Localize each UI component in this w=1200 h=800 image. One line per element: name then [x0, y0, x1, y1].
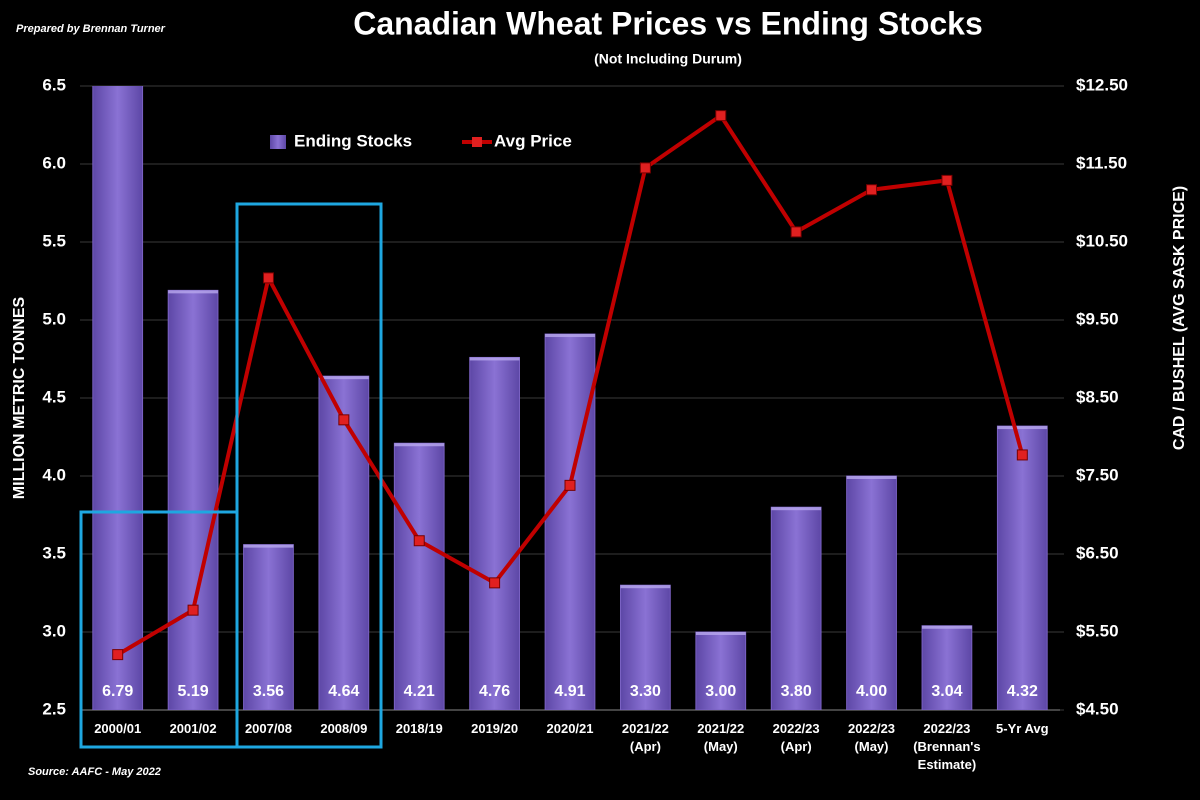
- data-label: 4.64: [328, 683, 359, 700]
- y2-tick-label: $6.50: [1076, 543, 1119, 562]
- bar: [620, 584, 671, 710]
- bar-top: [771, 507, 822, 511]
- chart-subtitle: (Not Including Durum): [594, 51, 742, 67]
- x-tick-label: 2021/22 (Apr): [622, 721, 669, 754]
- bar: [996, 425, 1048, 710]
- x-tick-label: 2000/01: [94, 721, 141, 736]
- x-tick-label: 2007/08: [245, 721, 292, 736]
- price-marker: [338, 414, 350, 426]
- legend-label: Avg Price: [494, 131, 572, 150]
- x-tick-label: 2020/21: [547, 721, 594, 736]
- y-tick-label: 5.0: [42, 309, 66, 328]
- data-label: 5.19: [178, 683, 209, 700]
- legend-swatch: [472, 137, 482, 147]
- bar-top: [469, 357, 520, 361]
- y2-tick-label: $5.50: [1076, 621, 1119, 640]
- legend-swatch: [270, 135, 286, 149]
- x-tick-label: 2018/19: [396, 721, 443, 736]
- price-marker: [941, 174, 953, 186]
- source-note: Source: AAFC - May 2022: [28, 766, 161, 778]
- y2-tick-label: $4.50: [1076, 699, 1119, 718]
- price-marker: [1016, 449, 1028, 461]
- bar: [167, 289, 219, 710]
- y-tick-label: 5.5: [42, 231, 66, 250]
- bar-top: [318, 376, 369, 380]
- y-tick-label: 3.0: [42, 621, 66, 640]
- x-tick-label: 2019/20: [471, 721, 518, 736]
- bar: [469, 356, 520, 710]
- x-tick-label: 2001/02: [170, 721, 217, 736]
- bar: [393, 442, 445, 710]
- price-marker: [715, 110, 727, 122]
- data-label: 6.79: [102, 683, 133, 700]
- x-tick-label: 2022/23 (Apr): [773, 721, 820, 754]
- x-tick-label: 2021/22 (May): [697, 721, 744, 754]
- y2-tick-label: $12.50: [1076, 75, 1128, 94]
- bar-top: [545, 334, 595, 338]
- chart-title: Canadian Wheat Prices vs Ending Stocks: [353, 5, 983, 41]
- bar: [921, 625, 973, 710]
- bar-top: [243, 544, 294, 548]
- highlight-box: [235, 202, 383, 749]
- data-label: 4.32: [1007, 683, 1038, 700]
- y2-tick-label: $11.50: [1076, 153, 1127, 172]
- price-marker: [413, 535, 425, 547]
- y-tick-label: 4.5: [42, 387, 66, 406]
- y-tick-label: 4.0: [42, 465, 66, 484]
- price-marker: [790, 226, 802, 238]
- y2-axis-label: CAD / BUSHEL (AVG SASK PRICE): [1171, 186, 1188, 450]
- bar-top: [695, 632, 746, 635]
- y-tick-label: 6.5: [42, 75, 66, 94]
- bar: [243, 544, 294, 710]
- bar-top: [922, 625, 972, 629]
- bar-top: [997, 426, 1048, 430]
- price-marker: [866, 184, 878, 196]
- bar: [318, 375, 370, 710]
- data-label: 3.80: [781, 683, 812, 700]
- data-label: 4.91: [554, 683, 585, 700]
- x-tick-label: 2022/23 (Brennan's Estimate): [913, 721, 980, 772]
- data-label: 3.56: [253, 683, 284, 700]
- y-tick-label: 6.0: [42, 153, 66, 172]
- y-tick-label: 2.5: [42, 699, 66, 718]
- bar: [544, 333, 596, 710]
- price-marker: [187, 604, 199, 616]
- bar-group: [92, 86, 1048, 710]
- data-label: 3.00: [705, 683, 736, 700]
- bar-top: [168, 290, 218, 294]
- y2-tick-label: $7.50: [1076, 465, 1119, 484]
- legend-label: Ending Stocks: [294, 131, 412, 150]
- data-label: 3.04: [931, 683, 962, 700]
- data-label: 4.21: [404, 683, 435, 700]
- price-marker: [489, 577, 501, 589]
- x-tick-label: 2022/23 (May): [848, 721, 895, 754]
- y2-tick-label: $10.50: [1076, 231, 1128, 250]
- bar-top: [620, 585, 671, 589]
- data-label: 4.00: [856, 683, 887, 700]
- bar-top: [846, 476, 897, 479]
- price-marker: [112, 649, 124, 661]
- credit: Prepared by Brennan Turner: [16, 23, 166, 35]
- y2-tick-label: $9.50: [1076, 309, 1119, 328]
- data-label: 3.30: [630, 683, 661, 700]
- bar: [770, 506, 822, 710]
- bar: [846, 475, 897, 710]
- overlay: 2.5 3.0 3.5 4.0 4.5 5.0 5.5 6.0 6.5 $4.50 $5.50 $6.…: [42, 75, 1128, 772]
- y-tick-label: 3.5: [42, 543, 66, 562]
- price-marker: [262, 272, 274, 284]
- y2-tick-label: $8.50: [1076, 387, 1119, 406]
- x-tick-label: 5-Yr Avg: [996, 721, 1049, 736]
- y-axis-label: MILLION METRIC TONNES: [11, 296, 28, 499]
- bar: [92, 86, 144, 710]
- bar-top: [394, 443, 445, 447]
- price-marker: [639, 162, 651, 174]
- data-label: 4.76: [479, 683, 510, 700]
- x-tick-label: 2008/09: [320, 721, 367, 736]
- price-marker: [564, 479, 576, 491]
